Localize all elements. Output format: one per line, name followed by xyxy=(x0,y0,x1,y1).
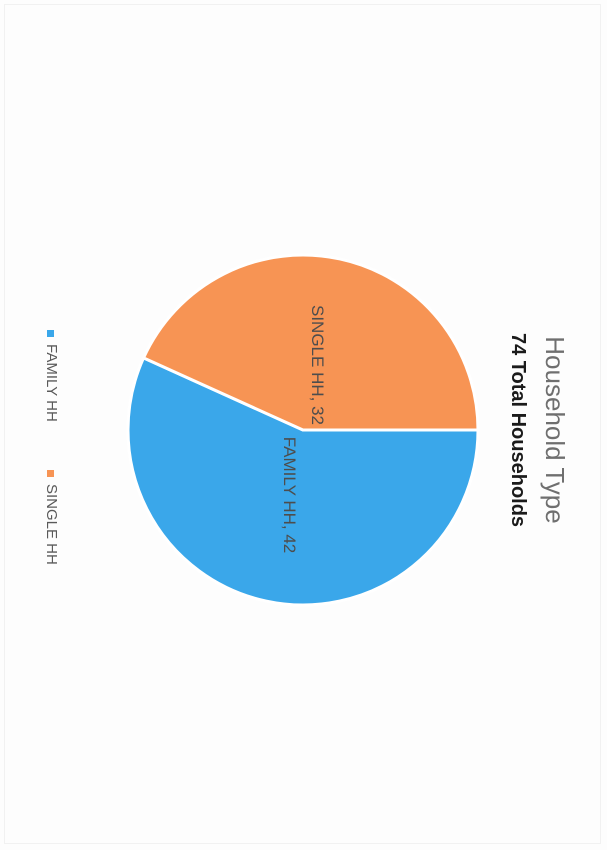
legend-label-family-hh: FAMILY HH xyxy=(43,344,60,422)
rotated-chart-group: Household Type 74 Total Households FAMIL… xyxy=(43,253,570,607)
legend-marker-single-hh xyxy=(47,470,54,477)
legend-label-single-hh: SINGLE HH xyxy=(43,484,60,565)
pie-slices xyxy=(126,253,480,607)
legend-marker-family-hh xyxy=(47,330,54,337)
chart-legend: FAMILY HH SINGLE HH xyxy=(43,330,60,565)
pie-slice-family-hh xyxy=(126,355,480,607)
data-label-family-hh: FAMILY HH, 42 xyxy=(280,437,299,554)
page-border xyxy=(4,4,601,844)
chart-title: Household Type xyxy=(540,336,570,523)
pie-slice-single-hh xyxy=(141,253,480,432)
pie-data-labels: FAMILY HH, 42 SINGLE HH, 32 xyxy=(280,305,327,553)
data-label-single-hh: SINGLE HH, 32 xyxy=(308,305,327,425)
chart-subtitle: 74 Total Households xyxy=(507,333,529,527)
